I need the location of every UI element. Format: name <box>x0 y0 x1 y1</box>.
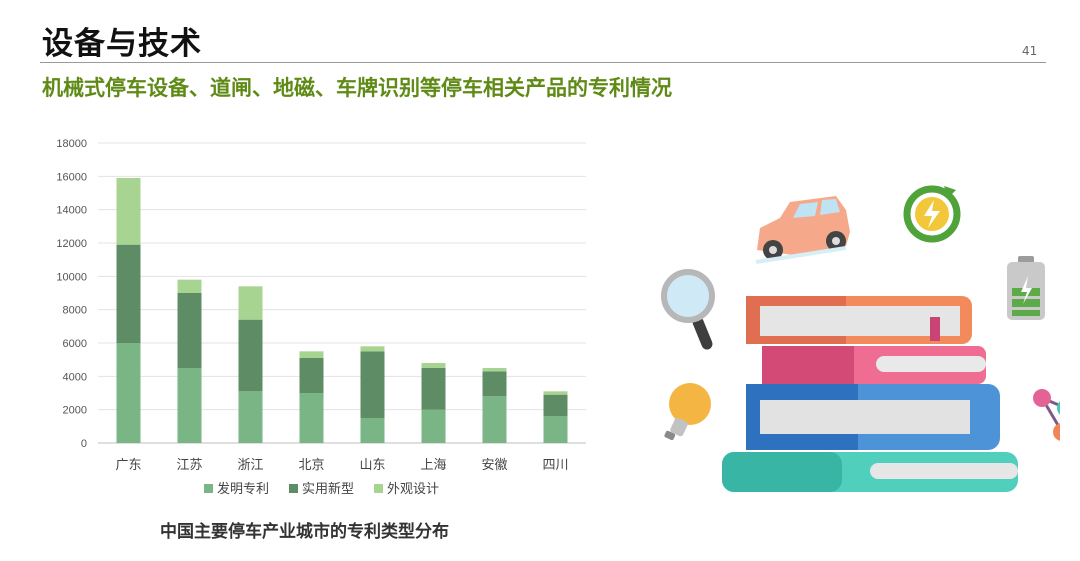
x-tick-label: 山东 <box>359 458 385 473</box>
bar-segment <box>482 368 507 372</box>
legend-label: 发明专利 <box>217 481 269 497</box>
legend-label: 实用新型 <box>302 481 354 497</box>
legend-swatch <box>204 484 213 493</box>
page-title: 设备与技术 <box>42 26 202 62</box>
legend-swatch <box>374 484 383 493</box>
bar-segment <box>543 416 568 443</box>
bar-segment <box>299 393 324 443</box>
magnifier-icon <box>661 269 715 350</box>
y-tick-label: 18000 <box>56 138 87 150</box>
molecule-icon <box>1033 389 1060 441</box>
title-divider <box>40 62 1046 63</box>
y-tick-label: 12000 <box>56 238 87 250</box>
x-tick-label: 上海 <box>420 458 446 473</box>
bar-segment <box>177 279 202 293</box>
x-tick-label: 北京 <box>298 458 324 473</box>
x-tick-label: 广东 <box>115 458 141 473</box>
bar-segment <box>116 343 141 443</box>
x-tick-label: 四川 <box>542 458 568 473</box>
x-tick-label: 安徽 <box>481 458 507 473</box>
bar-segment <box>238 391 263 443</box>
battery-icon <box>1007 256 1045 320</box>
bar-segment <box>177 368 202 443</box>
energy-cycle-icon <box>903 185 961 243</box>
lightbulb-icon <box>664 383 711 441</box>
y-tick-label: 4000 <box>63 371 87 383</box>
bar-segment <box>360 351 385 418</box>
chart-caption: 中国主要停车产业城市的专利类型分布 <box>160 522 449 542</box>
x-tick-label: 江苏 <box>176 457 202 473</box>
legend-swatch <box>289 484 298 493</box>
x-tick-label: 浙江 <box>237 458 263 473</box>
y-tick-label: 2000 <box>63 405 87 417</box>
legend-label: 外观设计 <box>387 482 439 497</box>
page-number: 41 <box>1022 44 1038 58</box>
y-tick-label: 8000 <box>63 305 87 317</box>
bar-segment <box>299 351 324 358</box>
bar-segment <box>482 396 507 443</box>
bar-segment <box>238 286 263 320</box>
bar-segment <box>177 293 202 368</box>
bar-segment <box>543 391 568 395</box>
patent-stacked-bar-chart: 0 2000 4000 6000 8000 10000 12000 14000 16000 180… <box>56 138 586 497</box>
y-tick-label: 0 <box>81 438 87 450</box>
bar-segment <box>543 394 568 417</box>
bar-segment <box>299 358 324 393</box>
bar-segment <box>238 319 263 392</box>
bar-segment <box>360 418 385 443</box>
books-stack-icon <box>722 296 1018 492</box>
y-tick-label: 16000 <box>56 171 87 183</box>
bar-segment <box>360 346 385 352</box>
page-subtitle: 机械式停车设备、道闸、地磁、车牌识别等停车相关产品的专利情况 <box>42 76 672 100</box>
bar-segment <box>482 371 507 397</box>
bar-segment <box>421 363 446 368</box>
bar-segment <box>116 178 141 245</box>
bar-segment <box>421 368 446 410</box>
bar-segment <box>421 409 446 443</box>
books-illustration <box>661 185 1060 492</box>
y-tick-label: 14000 <box>56 205 87 217</box>
bar-segment <box>116 244 141 343</box>
y-tick-label: 10000 <box>56 271 87 283</box>
car-icon <box>755 196 850 264</box>
y-tick-label: 6000 <box>63 338 87 350</box>
